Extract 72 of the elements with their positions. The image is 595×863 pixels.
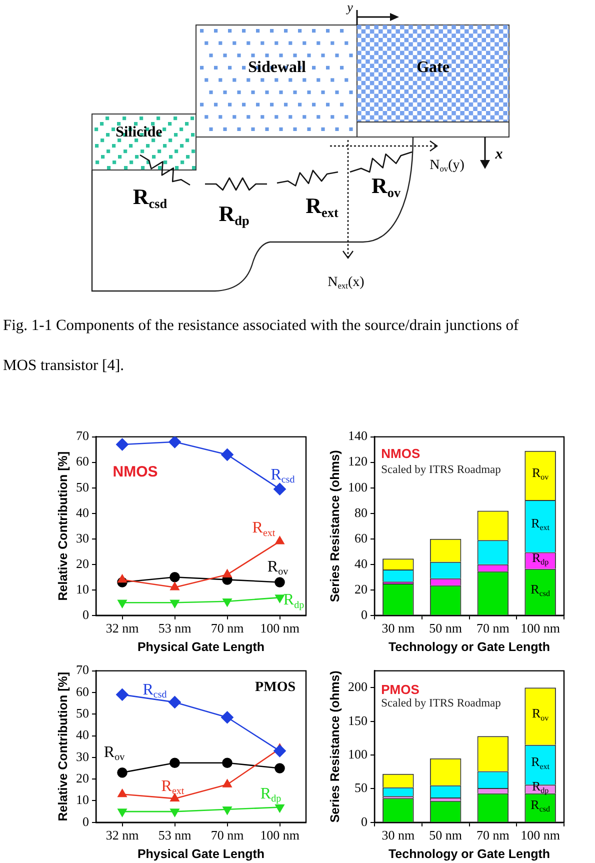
annotation: NMOS: [112, 464, 158, 481]
x-tick-label: 53 nm: [158, 828, 192, 843]
y-tick-label: 40: [76, 504, 89, 520]
x-axis-title: Physical Gate Length: [137, 846, 265, 861]
y-axis-title: Series Resistance (ohms): [328, 450, 342, 602]
y-tick-label: 30: [76, 748, 89, 764]
text: R$_{csd}$: [132, 184, 168, 211]
x-tick-label: 32 nm: [106, 828, 139, 843]
y-tick-label: 40: [354, 556, 368, 571]
text: x: [495, 146, 503, 162]
y-tick-label: 10: [76, 581, 89, 596]
y-tick-label: 0: [82, 606, 89, 622]
text: Silicide: [116, 124, 162, 140]
x-axis-title: Technology or Gate Length: [388, 640, 550, 654]
x-tick-label: 70 nm: [476, 620, 510, 636]
y-tick-label: 10: [76, 792, 89, 808]
y-tick-label: 100: [348, 479, 368, 494]
y-tick-label: 100: [348, 746, 368, 762]
y-tick-label: 200: [348, 679, 368, 694]
caption: Fig. 1-1 Components of the resistance associated with the source/drain junctions of: [3, 317, 519, 334]
y-tick-label: 80: [354, 504, 368, 520]
y-tick-label: 0: [361, 606, 368, 622]
y-tick-label: 50: [76, 479, 89, 494]
annotation: NMOS: [381, 446, 420, 462]
x-tick-label: 70 nm: [476, 828, 510, 843]
y-tick-label: 140: [348, 428, 368, 444]
y-tick-label: 60: [76, 454, 89, 469]
text: R$_{ext}$: [306, 193, 338, 220]
y-tick-label: 0: [361, 814, 368, 829]
y-tick-label: 150: [348, 712, 368, 728]
x-tick-label: 100 nm: [520, 620, 560, 636]
x-axis-title: Physical Gate Length: [137, 640, 265, 654]
text: N$_{ov}$(y): [430, 158, 464, 174]
text: R$_{ov}$: [371, 173, 401, 200]
y-axis-title: Relative Contribution [%]: [56, 451, 70, 601]
x-tick-label: 50 nm: [429, 620, 462, 636]
annotation: PMOS: [381, 682, 420, 698]
y-axis-title: Relative Contribution [%]: [56, 672, 70, 822]
x-tick-label: 70 nm: [210, 828, 244, 843]
annotation: Scaled by ITRS Roadmap: [381, 697, 502, 710]
x-tick-label: 30 nm: [382, 620, 415, 636]
y-tick-label: 70: [76, 428, 89, 444]
annotation: Scaled by ITRS Roadmap: [381, 464, 502, 476]
y-tick-label: 30: [76, 530, 89, 546]
text: y: [347, 0, 353, 14]
y-tick-label: 50: [76, 706, 89, 721]
y-tick-label: 70: [76, 662, 89, 678]
text: Sidewall: [248, 59, 306, 76]
text: Gate: [416, 59, 450, 76]
x-axis-title: Technology or Gate Length: [388, 846, 550, 861]
x-tick-label: 53 nm: [158, 620, 192, 636]
y-tick-label: 60: [76, 684, 89, 699]
y-tick-label: 50: [354, 780, 368, 796]
x-tick-label: 50 nm: [429, 828, 462, 843]
x-tick-label: 100 nm: [260, 828, 300, 843]
y-tick-label: 20: [76, 556, 89, 571]
annotation: PMOS: [255, 680, 296, 696]
y-tick-label: 20: [76, 770, 89, 786]
x-tick-label: 32 nm: [106, 620, 139, 636]
y-tick-label: 20: [354, 581, 368, 596]
text: MOS transistor [4].: [3, 357, 124, 374]
y-tick-label: 60: [354, 530, 368, 546]
text: N$_{ext}$(x): [328, 275, 364, 291]
x-tick-label: 30 nm: [382, 828, 415, 843]
x-tick-label: 70 nm: [210, 620, 244, 636]
y-tick-label: 40: [76, 727, 89, 742]
y-axis-title: Series Resistance (ohms): [328, 670, 342, 823]
y-tick-label: 0: [82, 814, 89, 829]
x-tick-label: 100 nm: [520, 828, 560, 843]
y-tick-label: 120: [348, 454, 368, 469]
x-tick-label: 100 nm: [260, 620, 300, 636]
text: R$_{dp}$: [218, 201, 250, 228]
